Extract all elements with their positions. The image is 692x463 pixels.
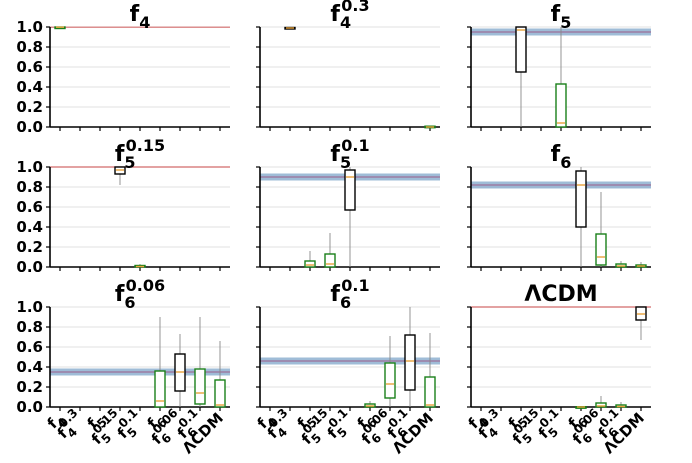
box xyxy=(194,368,206,405)
box xyxy=(324,253,336,268)
panel-title: f5 xyxy=(551,2,572,32)
panel-title: f50.15 xyxy=(115,136,165,172)
y-tick-label: 0.0 xyxy=(16,258,43,276)
y-tick-label: 0.4 xyxy=(16,358,43,376)
y-tick-label: 0.6 xyxy=(16,58,43,76)
y-tick-label: 0.8 xyxy=(16,318,43,336)
panel-title: f50.1 xyxy=(330,136,369,172)
box xyxy=(344,169,356,211)
box xyxy=(555,83,567,128)
panel-title: f60.1 xyxy=(330,276,369,312)
y-tick-label: 0.0 xyxy=(16,118,43,136)
box xyxy=(384,362,396,399)
box xyxy=(304,260,316,268)
box xyxy=(214,379,226,408)
y-tick-label: 0.8 xyxy=(16,38,43,56)
y-tick-label: 0.4 xyxy=(16,218,43,236)
y-tick-label: 0.2 xyxy=(16,98,43,116)
y-tick-label: 1.0 xyxy=(16,158,43,176)
y-tick-label: 0.2 xyxy=(16,238,43,256)
panel-title: f6 xyxy=(551,142,572,172)
panel-title: ΛCDM xyxy=(524,282,597,307)
y-tick-label: 1.0 xyxy=(16,298,43,316)
box xyxy=(595,233,607,266)
y-tick-label: 0.8 xyxy=(16,178,43,196)
box xyxy=(595,402,607,408)
y-tick-label: 0.6 xyxy=(16,338,43,356)
box xyxy=(515,26,527,73)
y-tick-label: 0.2 xyxy=(16,378,43,396)
box xyxy=(575,170,587,228)
y-tick-label: 0.0 xyxy=(16,398,43,416)
box xyxy=(404,334,416,391)
box xyxy=(154,370,166,408)
panel-title: f40.3 xyxy=(330,0,369,32)
panel-title: f60.06 xyxy=(115,276,165,312)
y-tick-label: 1.0 xyxy=(16,18,43,36)
box xyxy=(424,376,436,408)
y-tick-label: 0.6 xyxy=(16,198,43,216)
panel-title: f4 xyxy=(130,2,151,32)
y-tick-label: 0.4 xyxy=(16,78,43,96)
